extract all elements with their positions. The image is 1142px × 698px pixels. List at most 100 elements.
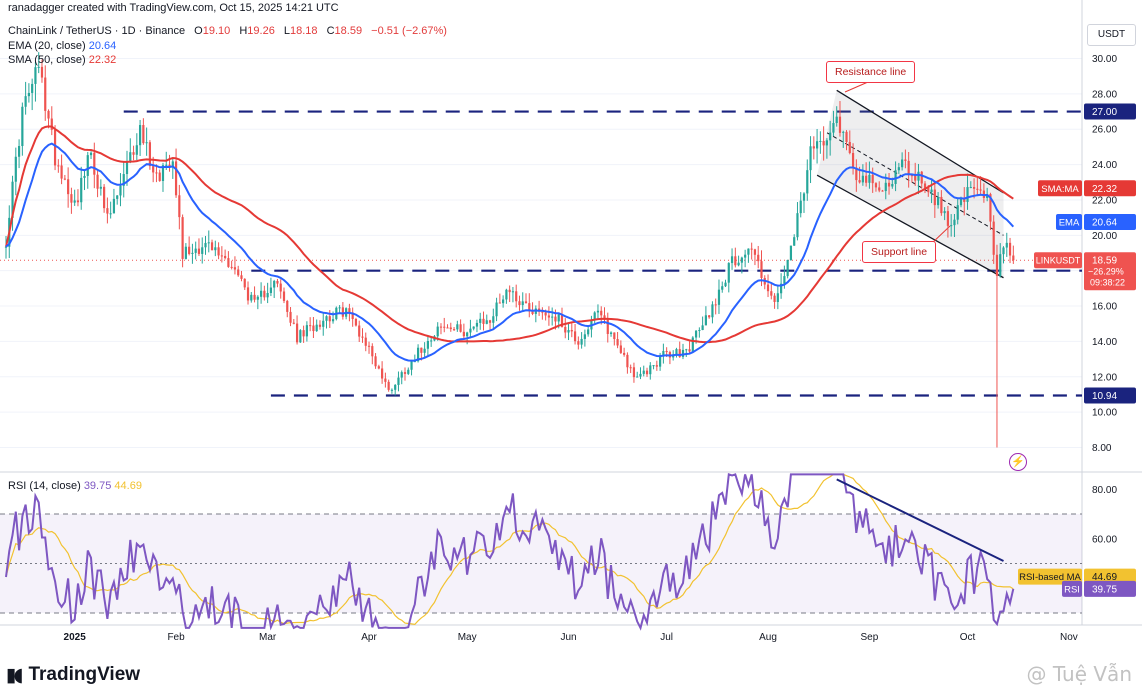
ema-tag: EMA 20.64 xyxy=(1056,214,1136,231)
candle-body xyxy=(544,312,547,316)
legend-ohlc: ChainLink / TetherUS · 1D · Binance O19.… xyxy=(8,24,447,38)
candle-body xyxy=(753,249,757,255)
candle-body xyxy=(858,180,861,183)
sma-tag: SMA:MA 22.32 xyxy=(1038,180,1136,197)
candle-body xyxy=(587,329,590,335)
high-value: 19.26 xyxy=(247,25,275,37)
tv-logo-icon: ▮◖ xyxy=(6,664,24,686)
watermark: @ Tuệ Vẫn xyxy=(1027,662,1133,686)
candle-body xyxy=(796,213,799,238)
candle-body xyxy=(629,367,632,369)
symbol-title[interactable]: ChainLink / TetherUS · 1D · Binance xyxy=(8,25,186,37)
price-tick-label: 22.00 xyxy=(1092,195,1117,206)
candle-body xyxy=(842,131,845,133)
candle-body xyxy=(642,370,645,374)
candle-body xyxy=(374,356,377,367)
ema-tag-label: EMA xyxy=(1059,218,1080,229)
candle-body xyxy=(838,116,842,133)
candle-body xyxy=(302,330,305,337)
candle-body xyxy=(573,331,577,342)
candle-body xyxy=(953,219,956,226)
candle-body xyxy=(495,302,498,317)
candle-body xyxy=(266,292,269,298)
candle-body xyxy=(397,377,400,385)
candle-body xyxy=(142,125,145,144)
legend-rsi[interactable]: RSI (14, close) 39.75 44.69 xyxy=(8,479,142,493)
currency-button[interactable]: USDT xyxy=(1087,24,1136,46)
candlesticks xyxy=(4,52,1015,448)
candle-body xyxy=(410,361,413,370)
lightning-icon[interactable]: ⚡ xyxy=(1009,453,1027,471)
candle-body xyxy=(865,175,868,183)
candle-body xyxy=(201,247,204,254)
candle-body xyxy=(698,330,701,332)
candle-body xyxy=(246,287,250,301)
candle-body xyxy=(394,384,397,390)
candle-body xyxy=(570,330,573,332)
candle-body xyxy=(99,186,102,189)
rsi-tag-label: RSI xyxy=(1064,584,1080,595)
candle-body xyxy=(73,200,76,203)
candle-body xyxy=(21,106,24,147)
candle-body xyxy=(171,161,174,168)
price-tick-label: 16.00 xyxy=(1092,302,1117,313)
candle-body xyxy=(786,259,789,277)
high-label: H xyxy=(239,25,248,37)
time-tick-label: Sep xyxy=(861,632,879,643)
candle-body xyxy=(364,337,367,346)
candle-body xyxy=(541,311,544,313)
candle-body xyxy=(165,164,168,166)
candle-body xyxy=(799,200,802,214)
candle-body xyxy=(593,312,596,320)
candle-body xyxy=(887,182,891,187)
time-tick-label: Aug xyxy=(759,632,777,643)
candle-body xyxy=(60,165,63,179)
candle-body xyxy=(279,283,282,292)
candle-body xyxy=(531,311,534,314)
candle-body xyxy=(443,326,446,328)
rsi-tick-label: 80.00 xyxy=(1092,485,1117,496)
legend-sma[interactable]: SMA (50, close) 22.32 xyxy=(8,53,116,67)
rsi-ma-tag-label-bg xyxy=(1018,568,1082,585)
candle-body xyxy=(897,167,900,171)
candle-body xyxy=(596,310,600,313)
candle-body xyxy=(976,188,979,190)
candle-body xyxy=(174,161,178,196)
change-value: −0.51 (−2.67%) xyxy=(371,25,447,37)
last-price-tag: LINKUSDT 18.59−26.29%09:38:22 xyxy=(1034,252,1136,291)
candle-body xyxy=(492,316,495,323)
tradingview-logo[interactable]: ▮◖ TradingView xyxy=(6,664,140,686)
candle-body xyxy=(583,334,586,339)
rsi-tick-label: 60.00 xyxy=(1092,534,1117,545)
time-tick-label: 2025 xyxy=(64,632,87,643)
candle-body xyxy=(508,289,511,293)
candle-body xyxy=(675,349,678,355)
sma-tag-label-bg xyxy=(1038,180,1082,197)
axes: 8.0010.0012.0014.0016.0018.0020.0022.002… xyxy=(64,54,1136,643)
legend-ema[interactable]: EMA (20, close) 20.64 xyxy=(8,39,116,53)
rsi-ma-value: 44.69 xyxy=(114,480,142,492)
candle-body xyxy=(220,255,223,257)
candle-body xyxy=(963,198,966,202)
candle-body xyxy=(331,319,335,322)
candle-body xyxy=(989,194,992,222)
candle-body xyxy=(1012,255,1015,261)
candle-body xyxy=(776,293,779,302)
candle-body xyxy=(403,372,407,374)
time-tick-label: Mar xyxy=(259,632,277,643)
candle-body xyxy=(685,349,688,351)
price-tick-label: 20.00 xyxy=(1092,231,1117,242)
candle-body xyxy=(1005,242,1008,248)
candle-body xyxy=(616,339,619,346)
candle-body xyxy=(237,269,240,276)
sma-tag-value: 22.32 xyxy=(1092,184,1117,195)
candle-body xyxy=(747,248,750,255)
candle-body xyxy=(999,254,1002,276)
candle-body xyxy=(420,347,423,353)
candle-body xyxy=(547,315,551,318)
candle-body xyxy=(106,208,109,214)
candle-body xyxy=(181,217,184,259)
candle-body xyxy=(717,289,721,305)
candle-body xyxy=(871,174,874,184)
